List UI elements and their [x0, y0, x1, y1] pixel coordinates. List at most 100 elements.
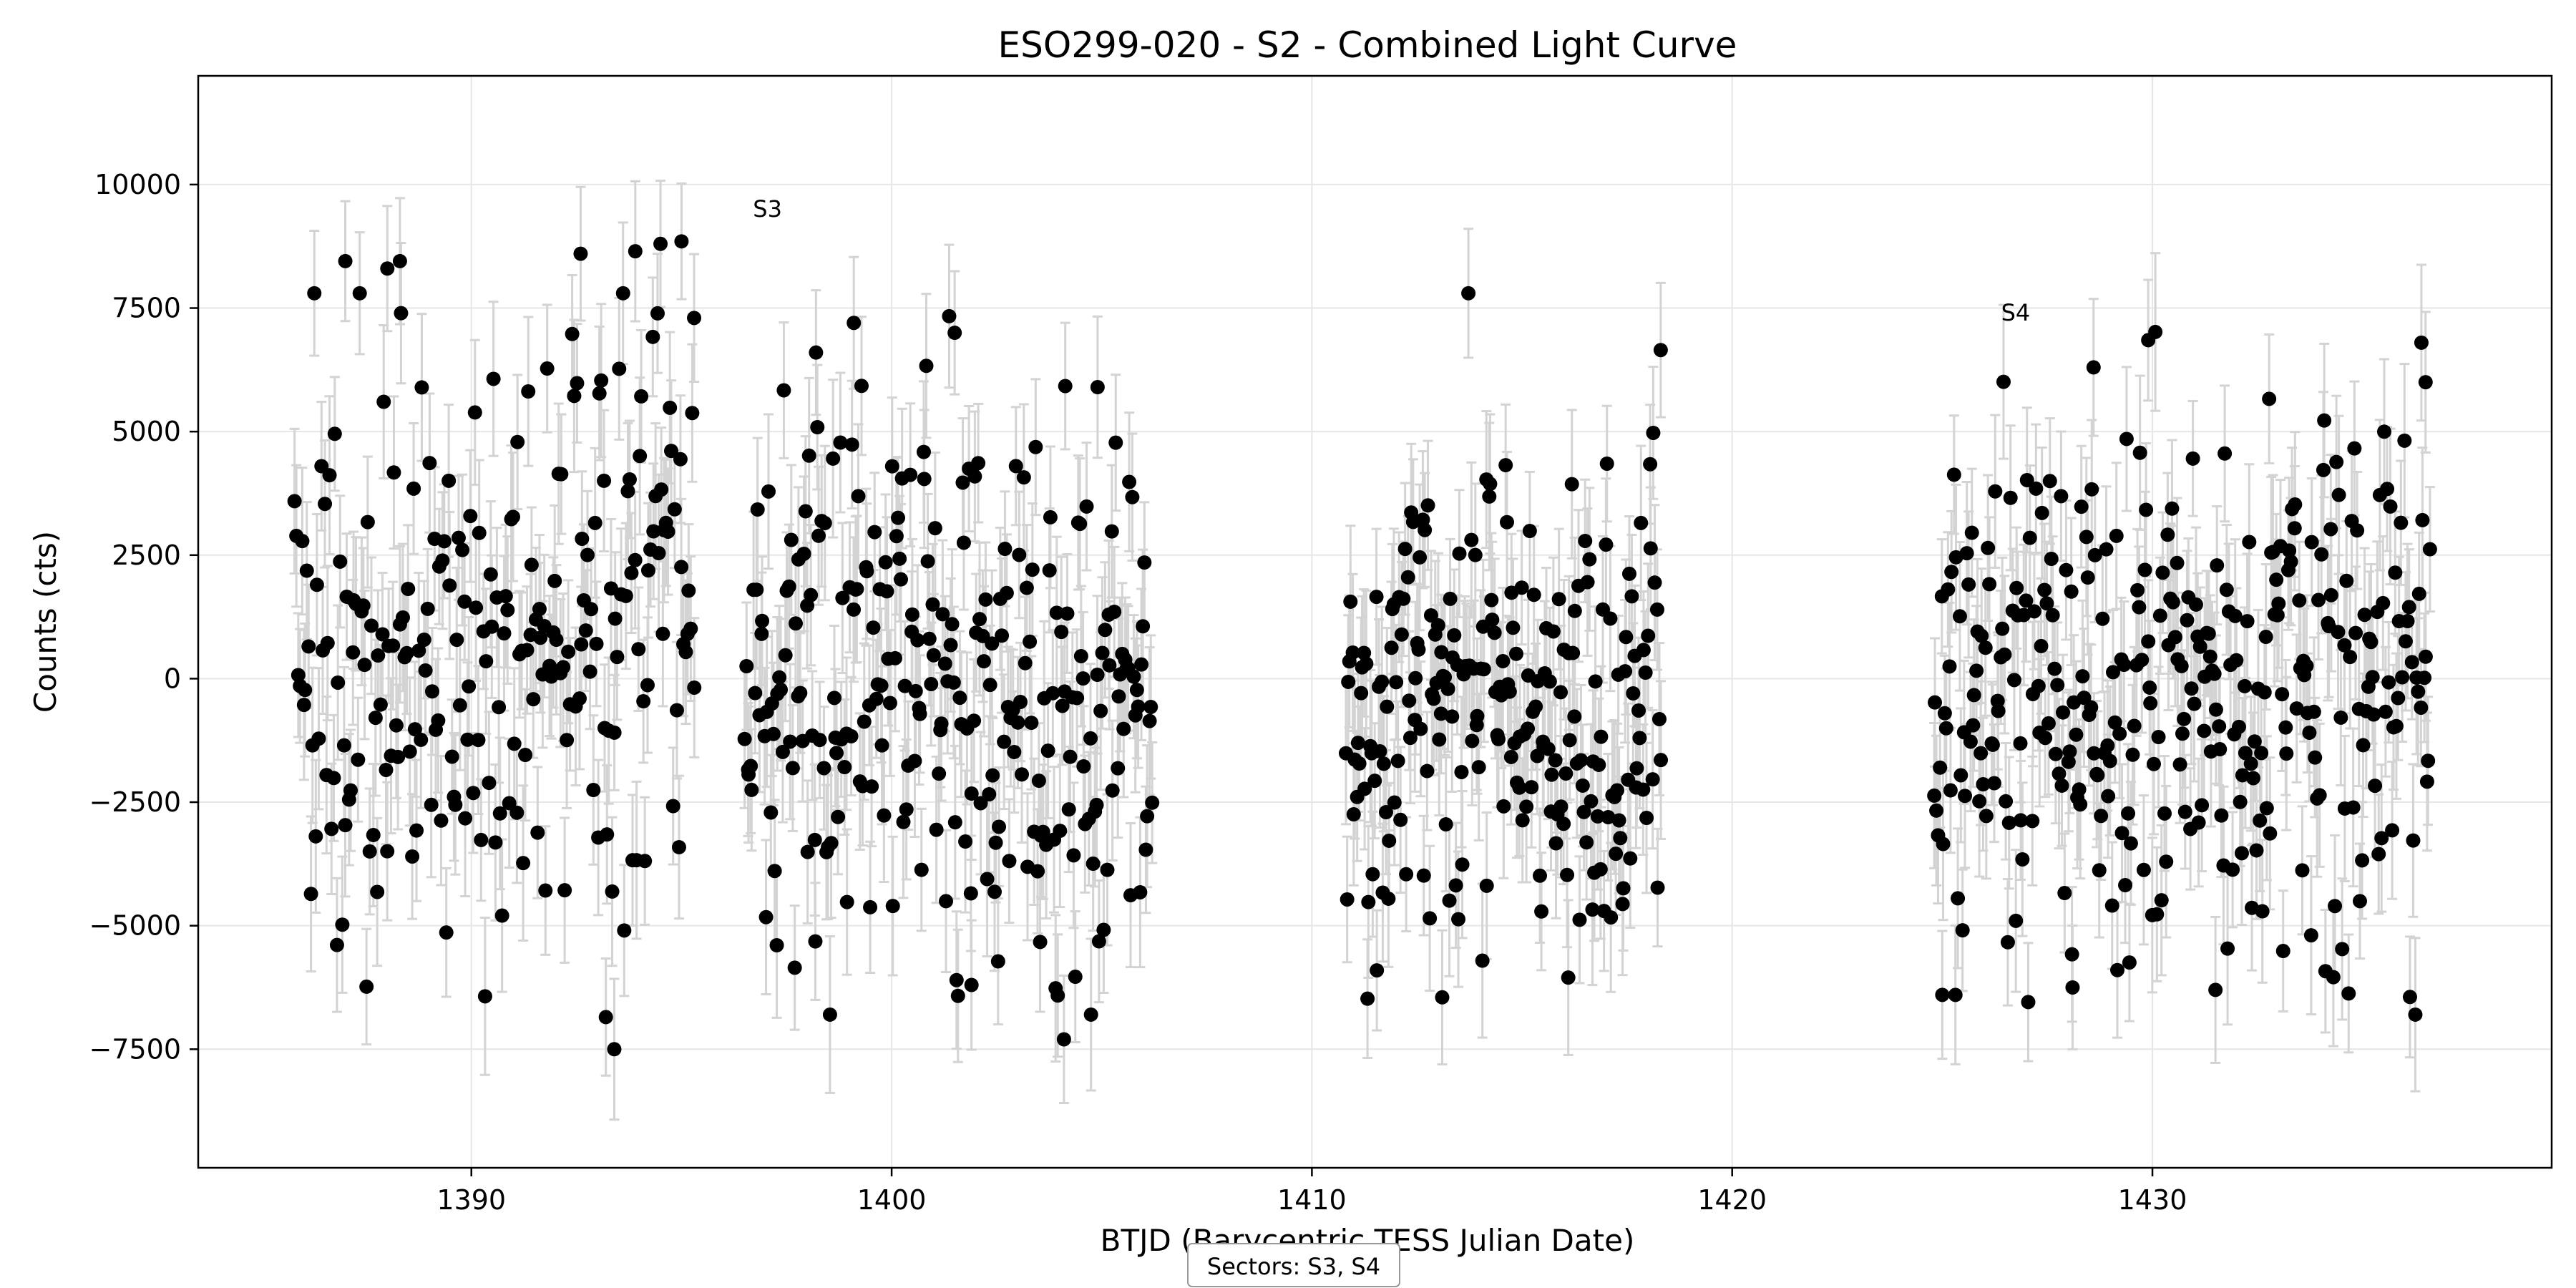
data-point	[2257, 685, 2272, 700]
data-point	[1365, 867, 1380, 882]
data-point	[380, 844, 395, 859]
data-point	[2253, 813, 2268, 828]
data-point	[2275, 944, 2290, 959]
data-point	[547, 573, 562, 588]
data-point	[1524, 780, 1539, 795]
data-point	[2195, 798, 2210, 813]
data-point	[2127, 718, 2142, 733]
data-point	[1647, 575, 1662, 590]
data-point	[1575, 778, 1590, 793]
data-point	[356, 598, 371, 613]
data-point	[486, 371, 501, 386]
data-point	[524, 557, 539, 572]
data-point	[1372, 743, 1387, 758]
sector-annotation: S3	[753, 195, 782, 223]
data-point	[1638, 665, 1653, 680]
data-point	[2072, 782, 2087, 797]
data-point	[990, 954, 1005, 969]
data-point	[2262, 391, 2277, 406]
data-point	[368, 711, 383, 726]
data-point	[1512, 780, 1527, 795]
data-point	[575, 531, 590, 546]
data-point	[673, 452, 688, 467]
data-point	[1136, 619, 1151, 634]
data-point	[1402, 693, 1417, 708]
data-point	[2059, 562, 2074, 577]
data-point	[2154, 893, 2169, 908]
data-point	[2346, 800, 2361, 815]
data-point	[607, 1042, 622, 1057]
data-point	[967, 469, 982, 484]
data-point	[2219, 582, 2234, 597]
data-point	[2064, 947, 2079, 962]
data-point	[2039, 596, 2054, 611]
data-point	[1986, 776, 2001, 791]
data-point	[592, 386, 607, 401]
data-point	[2337, 638, 2352, 653]
data-point	[442, 578, 457, 593]
data-point	[967, 713, 982, 728]
data-point	[633, 449, 648, 464]
data-point	[2084, 482, 2099, 497]
data-point	[1133, 884, 1148, 899]
data-point	[441, 473, 457, 488]
data-point	[937, 656, 952, 671]
data-point	[2201, 626, 2216, 641]
data-point	[2090, 768, 2105, 783]
data-point	[2102, 753, 2117, 769]
data-point	[638, 854, 653, 869]
data-point	[1423, 608, 1438, 623]
data-point	[2304, 535, 2319, 550]
y-tick-label: −7500	[89, 1033, 181, 1065]
data-point	[449, 633, 464, 648]
data-point	[1496, 653, 1511, 668]
data-point	[2419, 774, 2434, 789]
data-point	[1498, 458, 1513, 473]
data-point	[891, 510, 906, 525]
data-point	[1613, 831, 1628, 846]
data-point	[2101, 789, 2116, 804]
data-point	[2119, 431, 2134, 447]
data-point	[2279, 746, 2294, 761]
data-point	[500, 602, 515, 618]
data-point	[663, 400, 678, 415]
data-point	[1542, 674, 1557, 689]
data-point	[631, 642, 646, 657]
data-point	[448, 797, 463, 812]
data-point	[1496, 799, 1511, 814]
data-point	[457, 594, 472, 609]
data-point	[598, 1010, 613, 1025]
data-point	[1471, 760, 1486, 775]
data-point	[775, 744, 790, 759]
data-point	[851, 489, 866, 504]
data-point	[1418, 522, 1433, 537]
data-point	[2398, 634, 2413, 649]
data-point	[1528, 699, 1543, 714]
data-point	[1432, 732, 1447, 747]
data-point	[1435, 990, 1450, 1005]
data-point	[460, 732, 475, 747]
data-point	[1946, 467, 1961, 482]
data-point	[2366, 707, 2381, 722]
data-point	[2414, 700, 2429, 715]
data-point	[2137, 562, 2152, 577]
data-point	[1382, 833, 1397, 848]
data-point	[1076, 758, 1091, 774]
data-point	[2371, 847, 2386, 862]
data-point	[982, 678, 997, 693]
data-point	[2238, 746, 2253, 761]
data-point	[2031, 678, 2046, 693]
data-point	[1588, 674, 1603, 689]
data-point	[416, 632, 431, 647]
data-point	[1464, 532, 1479, 547]
data-point	[2100, 738, 2115, 753]
data-point	[2368, 779, 2383, 794]
data-point	[1506, 620, 1521, 635]
data-point	[1361, 894, 1376, 909]
data-point	[1566, 645, 1581, 660]
data-point	[844, 437, 859, 452]
data-point	[1430, 618, 1445, 633]
data-point	[2207, 666, 2222, 681]
data-point	[570, 376, 585, 391]
data-point	[1927, 788, 1942, 803]
